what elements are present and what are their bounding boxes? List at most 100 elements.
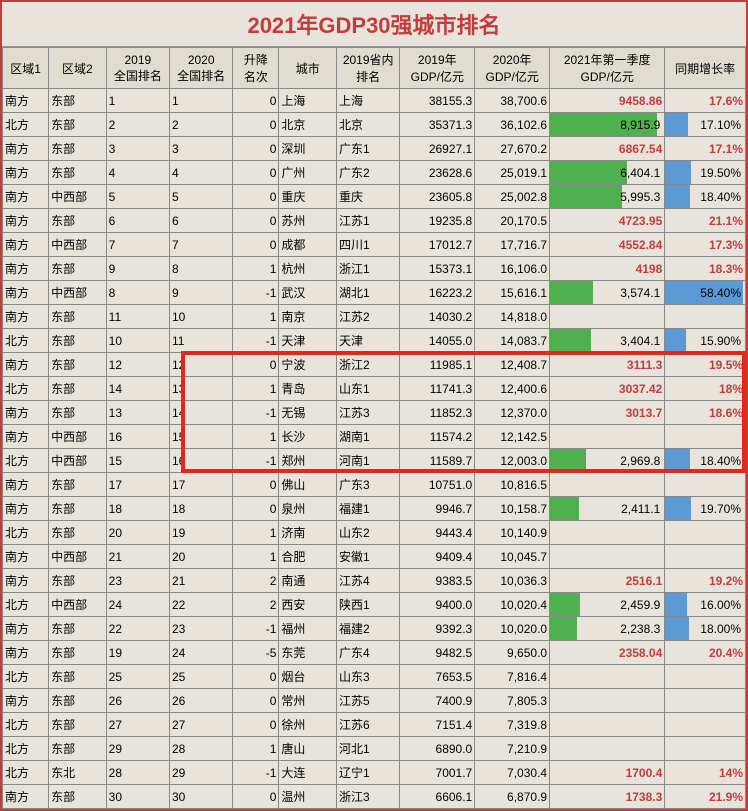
q1-cell [550, 665, 665, 689]
table-row: 北方东部25250烟台山东37653.57,816.4 [3, 665, 746, 689]
cell: 15373.1 [400, 257, 475, 281]
cell: 22 [170, 593, 233, 617]
cell: 1 [233, 377, 279, 401]
cell: 11 [106, 305, 169, 329]
table-row: 北方东部27270徐州江苏67151.47,319.8 [3, 713, 746, 737]
cell: 12 [106, 353, 169, 377]
table-row: 南方东部26260常州江苏57400.97,805.3 [3, 689, 746, 713]
growth-cell: 18.6% [665, 401, 746, 425]
cell: 南方 [3, 185, 49, 209]
cell: 0 [233, 89, 279, 113]
cell: 0 [233, 785, 279, 809]
cell: 9 [170, 281, 233, 305]
cell: 0 [233, 665, 279, 689]
table-row: 南方东部660苏州江苏119235.820,170.54723.9521.1% [3, 209, 746, 233]
cell: 1 [233, 737, 279, 761]
growth-cell: 17.10% [665, 113, 746, 137]
cell: 陕西1 [337, 593, 400, 617]
cell: 重庆 [279, 185, 337, 209]
cell: 38,700.6 [475, 89, 550, 113]
cell: 南方 [3, 641, 49, 665]
cell: 东部 [49, 785, 107, 809]
cell: 南方 [3, 137, 49, 161]
cell: 上海 [279, 89, 337, 113]
cell: -1 [233, 329, 279, 353]
table-row: 南方东部12120宁波浙江211985.112,408.73111.319.5% [3, 353, 746, 377]
q1-cell: 3,574.1 [550, 281, 665, 305]
table-row: 南方东部981杭州浙江115373.116,106.0419818.3% [3, 257, 746, 281]
cell: 0 [233, 689, 279, 713]
growth-cell [665, 713, 746, 737]
q1-cell: 4552.84 [550, 233, 665, 257]
cell: 25,002.8 [475, 185, 550, 209]
growth-cell: 58.40% [665, 281, 746, 305]
cell: 9 [106, 257, 169, 281]
cell: 29 [170, 761, 233, 785]
cell: 广州 [279, 161, 337, 185]
cell: 0 [233, 497, 279, 521]
cell: 长沙 [279, 425, 337, 449]
cell: 天津 [279, 329, 337, 353]
table-row: 南方中西部550重庆重庆23605.825,002.85,995.318.40% [3, 185, 746, 209]
cell: 南京 [279, 305, 337, 329]
cell: 9409.4 [400, 545, 475, 569]
cell: 南方 [3, 257, 49, 281]
cell: 天津 [337, 329, 400, 353]
cell: 东部 [49, 521, 107, 545]
cell: 山东3 [337, 665, 400, 689]
cell: 河南1 [337, 449, 400, 473]
cell: 26927.1 [400, 137, 475, 161]
cell: 湖北1 [337, 281, 400, 305]
cell: 22 [106, 617, 169, 641]
col-header-6: 2019省内排名 [337, 48, 400, 89]
cell: 3 [170, 137, 233, 161]
cell: 广东2 [337, 161, 400, 185]
cell: 浙江3 [337, 785, 400, 809]
cell: 12 [170, 353, 233, 377]
q1-cell: 3111.3 [550, 353, 665, 377]
cell: 11741.3 [400, 377, 475, 401]
cell: 大连 [279, 761, 337, 785]
cell: 深圳 [279, 137, 337, 161]
cell: 18 [106, 497, 169, 521]
table-row: 南方东部1314-1无锡江苏311852.312,370.03013.718.6… [3, 401, 746, 425]
cell: 南方 [3, 497, 49, 521]
cell: 东部 [49, 161, 107, 185]
growth-cell: 16.00% [665, 593, 746, 617]
q1-cell: 2,411.1 [550, 497, 665, 521]
cell: 5 [170, 185, 233, 209]
cell: -1 [233, 761, 279, 785]
cell: 北京 [279, 113, 337, 137]
cell: 中西部 [49, 233, 107, 257]
cell: 8 [106, 281, 169, 305]
cell: 福建1 [337, 497, 400, 521]
cell: 35371.3 [400, 113, 475, 137]
q1-cell [550, 689, 665, 713]
header-row: 区域1区域22019全国排名2020全国排名升降名次城市2019省内排名2019… [3, 48, 746, 89]
q1-cell: 2516.1 [550, 569, 665, 593]
cell: 2 [170, 113, 233, 137]
cell: 合肥 [279, 545, 337, 569]
cell: 东部 [49, 665, 107, 689]
cell: 东部 [49, 137, 107, 161]
cell: 四川1 [337, 233, 400, 257]
cell: 23605.8 [400, 185, 475, 209]
col-header-10: 同期增长率 [665, 48, 746, 89]
table-row: 南方中西部770成都四川117012.717,716.74552.8417.3% [3, 233, 746, 257]
growth-cell: 19.2% [665, 569, 746, 593]
cell: 8 [170, 257, 233, 281]
growth-cell [665, 521, 746, 545]
table-wrap: 区域1区域22019全国排名2020全国排名升降名次城市2019省内排名2019… [2, 47, 746, 809]
q1-cell: 2,459.9 [550, 593, 665, 617]
cell: 北方 [3, 737, 49, 761]
cell: 南方 [3, 209, 49, 233]
table-row: 南方东部440广州广东223628.625,019.16,404.119.50% [3, 161, 746, 185]
growth-cell: 17.1% [665, 137, 746, 161]
cell: 16,106.0 [475, 257, 550, 281]
cell: 14030.2 [400, 305, 475, 329]
cell: 10,140.9 [475, 521, 550, 545]
cell: 西安 [279, 593, 337, 617]
cell: 2 [233, 593, 279, 617]
cell: 10,020.4 [475, 593, 550, 617]
growth-cell: 14% [665, 761, 746, 785]
